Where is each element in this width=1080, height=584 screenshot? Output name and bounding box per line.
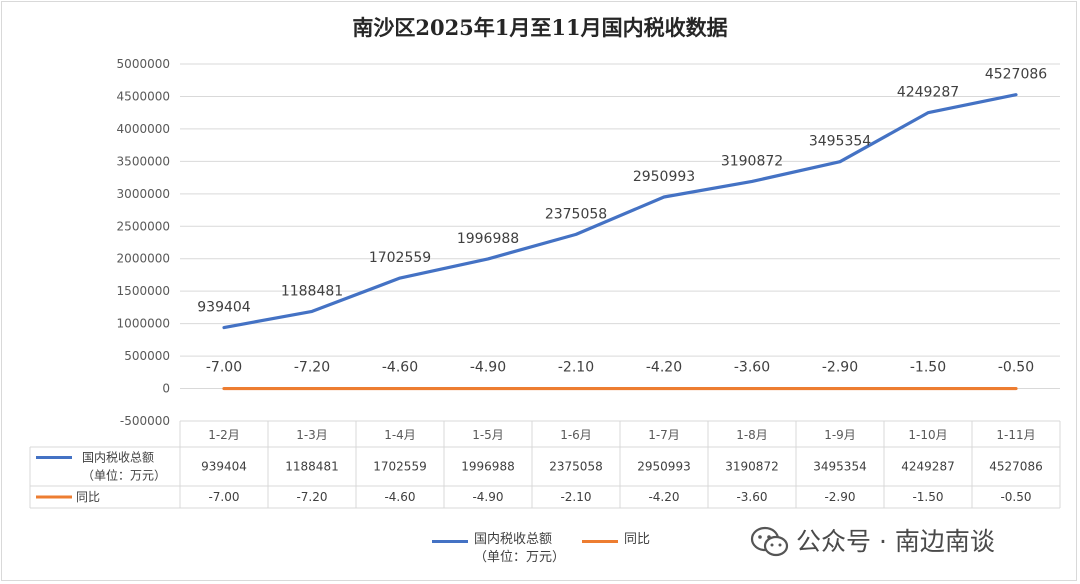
data-point — [311, 310, 313, 312]
x-category-label: 1-8月 — [736, 428, 768, 442]
table-series-name: 同比 — [76, 490, 100, 504]
series-line-tax-total — [222, 93, 1018, 330]
table-cell-value: 4527086 — [989, 460, 1042, 474]
data-label: 3190872 — [721, 153, 783, 169]
y-tick-label: 1000000 — [117, 317, 170, 331]
data-label: -2.10 — [558, 360, 594, 376]
y-tick-label: -500000 — [120, 414, 170, 428]
table-cell-value: -3.60 — [736, 490, 767, 504]
x-category-label: 1-11月 — [996, 428, 1035, 442]
legend-label-yoy: 同比 — [624, 532, 651, 547]
data-label: 2375058 — [545, 206, 607, 222]
table-cell-value: 3495354 — [813, 460, 866, 474]
data-label: -1.50 — [910, 360, 946, 376]
x-category-label: 1-7月 — [648, 428, 680, 442]
table-cell-value: 4249287 — [901, 460, 954, 474]
data-label: 4527086 — [985, 67, 1047, 83]
table-series-name: 国内税收总额 — [82, 451, 154, 465]
data-label: -0.50 — [998, 360, 1034, 376]
data-label: 939404 — [197, 300, 251, 316]
legend-swatch-yoy — [582, 540, 618, 543]
data-point — [575, 388, 577, 390]
legend-swatch-tax-total — [432, 540, 468, 543]
data-point — [399, 388, 401, 390]
table-cell-value: 939404 — [201, 460, 247, 474]
legend-label-tax-total: 国内税收总额 （单位：万元） — [474, 532, 566, 565]
table-cell-value: -7.20 — [296, 490, 327, 504]
data-point — [751, 180, 753, 182]
table-cell-value: -7.00 — [208, 490, 239, 504]
data-label: -4.20 — [646, 360, 682, 376]
data-point — [751, 388, 753, 390]
data-point — [927, 112, 929, 114]
data-label: 3495354 — [809, 134, 871, 150]
y-tick-label: 500000 — [124, 349, 170, 363]
data-point — [1015, 388, 1017, 390]
y-tick-label: 5000000 — [117, 57, 170, 71]
data-label: -2.90 — [822, 360, 858, 376]
data-point — [839, 388, 841, 390]
table-cell-value: -2.10 — [560, 490, 591, 504]
data-point — [663, 196, 665, 198]
data-label: -4.90 — [470, 360, 506, 376]
data-label: 2950993 — [633, 169, 695, 185]
data-label: 4249287 — [897, 85, 959, 101]
data-point — [1015, 94, 1017, 96]
data-point — [399, 277, 401, 279]
table-cell-value: 2375058 — [549, 460, 602, 474]
y-tick-label: 4000000 — [117, 122, 170, 136]
chart-title: 南沙区2025年1月至11月国内税收数据 — [352, 15, 728, 40]
table-cell-value: 1996988 — [461, 460, 514, 474]
x-category-label: 1-10月 — [908, 428, 947, 442]
table-cell-value: -0.50 — [1000, 490, 1031, 504]
watermark-text: 公众号 · 南边南谈 — [796, 527, 995, 556]
table-cell-value: 3190872 — [725, 460, 778, 474]
data-point — [223, 388, 225, 390]
table-cell-value: 1188481 — [285, 460, 338, 474]
wechat-icon — [750, 526, 789, 557]
y-tick-label: 0 — [162, 382, 170, 396]
table-cell-value: -4.60 — [384, 490, 415, 504]
data-point — [663, 388, 665, 390]
data-label: 1188481 — [281, 283, 343, 299]
y-tick-label: 4500000 — [117, 89, 170, 103]
table-cell-value: -4.20 — [648, 490, 679, 504]
x-category-label: 1-3月 — [296, 428, 328, 442]
data-point — [487, 388, 489, 390]
y-tick-label: 1500000 — [117, 284, 170, 298]
table-cell-value: -2.90 — [824, 490, 855, 504]
y-tick-label: 3500000 — [117, 154, 170, 168]
data-label: -3.60 — [734, 360, 770, 376]
data-label: -4.60 — [382, 360, 418, 376]
y-tick-label: 3000000 — [117, 187, 170, 201]
x-category-label: 1-6月 — [560, 428, 592, 442]
table-cell-value: 2950993 — [637, 460, 690, 474]
data-point — [487, 258, 489, 260]
x-category-label: 1-5月 — [472, 428, 504, 442]
data-label: -7.00 — [206, 360, 242, 376]
data-point — [311, 388, 313, 390]
table-cell-value: -4.90 — [472, 490, 503, 504]
table-cell-value: -1.50 — [912, 490, 943, 504]
y-tick-label: 2000000 — [117, 252, 170, 266]
x-category-label: 1-4月 — [384, 428, 416, 442]
data-point — [223, 327, 225, 329]
x-category-label: 1-2月 — [208, 428, 240, 442]
y-tick-label: 2500000 — [117, 219, 170, 233]
table-cell-value: 1702559 — [373, 460, 426, 474]
data-point — [839, 161, 841, 163]
data-point — [575, 233, 577, 235]
table-series-name: （单位：万元） — [82, 468, 166, 483]
data-label: 1702559 — [369, 250, 431, 266]
data-point — [927, 388, 929, 390]
data-label: -7.20 — [294, 360, 330, 376]
x-category-label: 1-9月 — [824, 428, 856, 442]
data-label: 1996988 — [457, 231, 519, 247]
